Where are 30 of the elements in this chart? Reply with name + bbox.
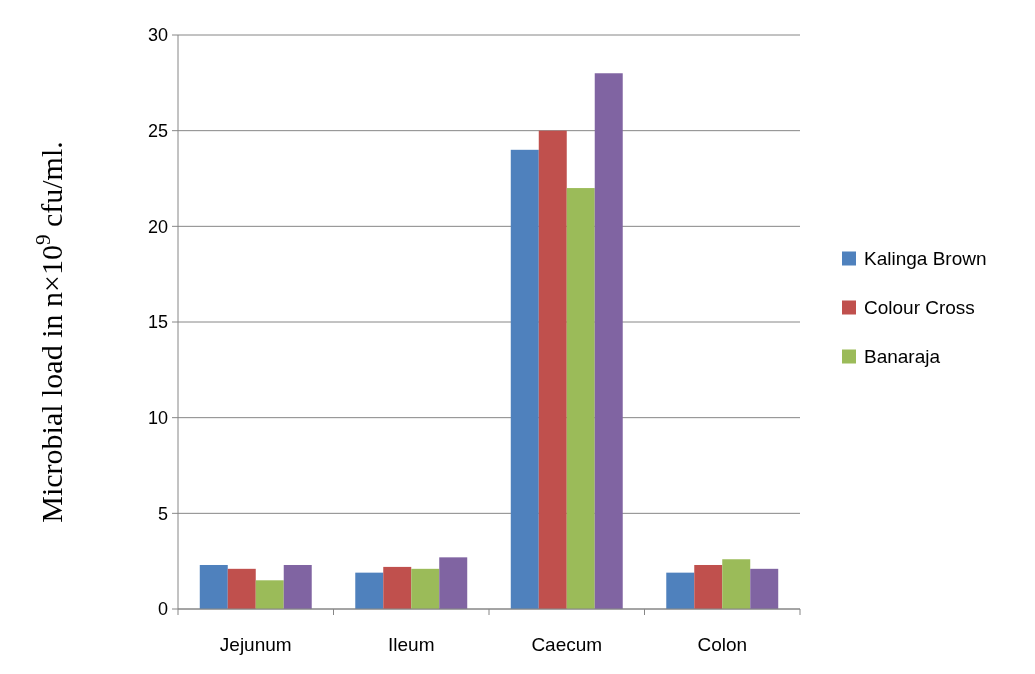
- y-tick-label: 0: [157, 599, 168, 620]
- bar: [566, 188, 595, 609]
- bar: [199, 564, 228, 609]
- y-tick-label: 20: [147, 216, 168, 237]
- x-tick-label: Ileum: [388, 634, 435, 655]
- x-tick-label: Jejunum: [219, 634, 292, 655]
- bar: [594, 73, 623, 609]
- bar: [283, 564, 312, 609]
- bar: [227, 568, 256, 609]
- bar: [666, 572, 695, 609]
- bar: [439, 557, 468, 609]
- bar: [750, 568, 779, 609]
- y-tick-label: 15: [147, 312, 168, 333]
- legend-label: Colour Cross: [864, 297, 975, 319]
- x-tick-label: Colon: [697, 634, 748, 655]
- bar: [355, 572, 384, 609]
- bar: [383, 566, 412, 609]
- x-tick-label: Caecum: [531, 634, 603, 655]
- legend-label: Kalinga Brown: [864, 248, 987, 270]
- bar: [694, 564, 723, 609]
- y-tick-label: 5: [157, 503, 168, 524]
- y-tick-label: 10: [147, 407, 168, 428]
- y-tick-label: 30: [147, 25, 168, 46]
- legend-label: Banaraja: [864, 346, 941, 368]
- bar: [538, 130, 567, 609]
- y-tick-label: 25: [147, 120, 168, 141]
- bar: [510, 149, 539, 609]
- bar: [411, 568, 440, 609]
- bar: [255, 580, 284, 609]
- bar: [722, 559, 751, 609]
